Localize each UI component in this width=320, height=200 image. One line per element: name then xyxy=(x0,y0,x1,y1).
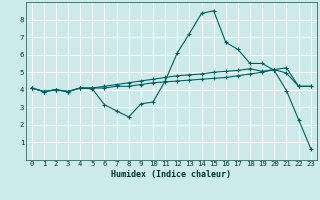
X-axis label: Humidex (Indice chaleur): Humidex (Indice chaleur) xyxy=(111,170,231,179)
